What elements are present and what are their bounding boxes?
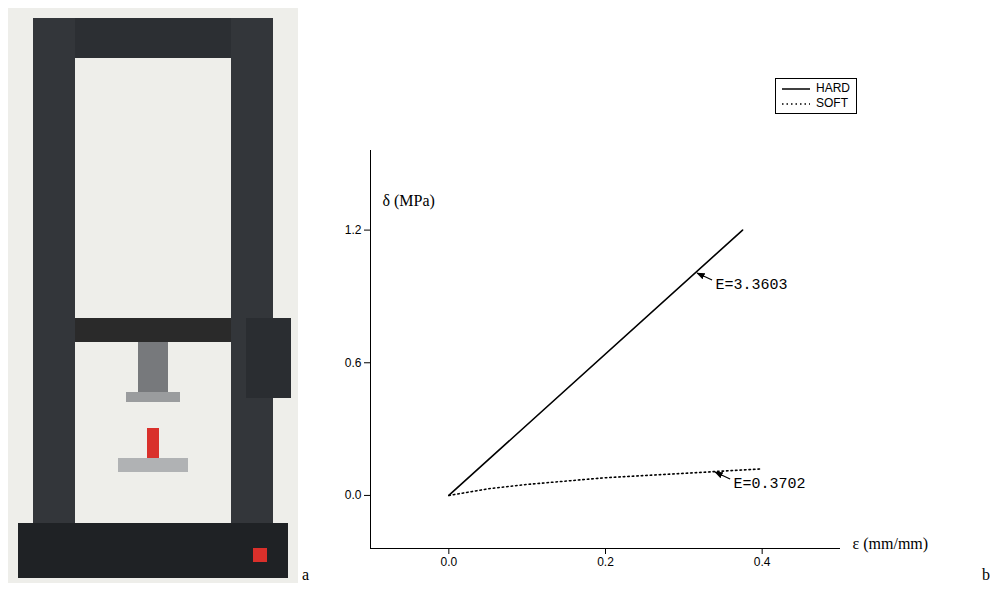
svg-text:0.0: 0.0 xyxy=(440,555,457,569)
svg-text:E=0.3702: E=0.3702 xyxy=(734,476,806,493)
html-text:a: a xyxy=(302,566,310,583)
svg-text:0.2: 0.2 xyxy=(597,555,614,569)
html-text:HARD: HARD xyxy=(816,81,850,95)
html-text:b: b xyxy=(982,566,990,583)
svg-text:1.2: 1.2 xyxy=(345,223,362,237)
svg-text:δ (MPa): δ (MPa) xyxy=(383,192,435,210)
svg-text:0.4: 0.4 xyxy=(754,555,771,569)
svg-text:E=3.3603: E=3.3603 xyxy=(716,277,788,294)
svg-text:0.0: 0.0 xyxy=(345,488,362,502)
svg-text:0.6: 0.6 xyxy=(345,356,362,370)
svg-text:ε (mm/mm): ε (mm/mm) xyxy=(853,535,929,553)
html-text:SOFT: SOFT xyxy=(816,96,848,110)
